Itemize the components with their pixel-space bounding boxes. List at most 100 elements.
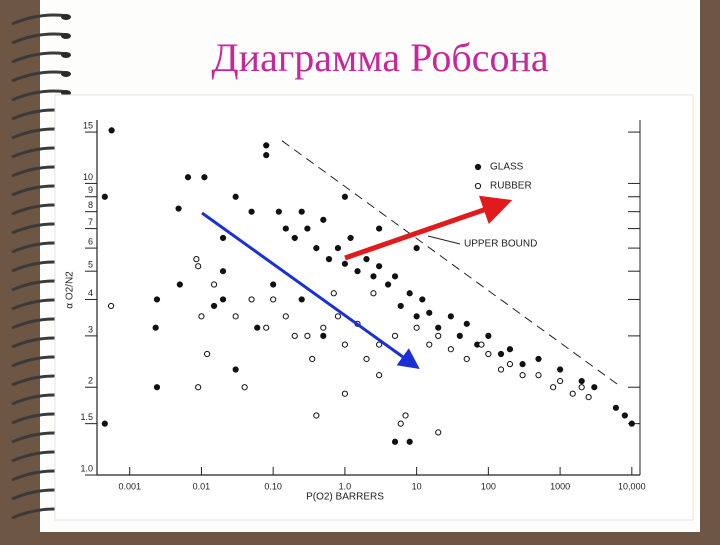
point [506,361,514,368]
point [578,384,585,391]
point [519,372,526,379]
point [198,313,205,320]
y-tick-label: 7 [88,217,93,227]
point [535,355,542,363]
point [556,366,564,373]
x-tick-label: 1000 [550,481,570,491]
point [370,273,377,280]
point [341,341,348,348]
point [210,281,218,288]
x-tick-label: 10,000 [618,481,646,491]
point [447,313,454,320]
point [263,324,270,331]
ring-hole [61,71,71,77]
point [254,324,261,331]
ring-hole [61,52,71,58]
point [497,350,505,358]
blue-arrow [201,211,420,369]
point [219,296,227,303]
point [270,281,277,288]
y-tick-label: 6 [88,236,93,246]
x-tick-label: 0.001 [118,481,141,491]
point [291,332,298,339]
point [263,142,270,149]
x-tick-label: 1.0 [339,481,352,491]
point [232,193,239,200]
point [506,346,514,353]
point [391,438,399,445]
point [426,309,433,316]
point [419,296,426,303]
point [219,268,227,275]
point [426,341,433,348]
point [391,273,399,280]
point [309,355,316,363]
y-tick-label: 10 [83,172,93,182]
point [184,174,192,181]
point [628,420,635,427]
point [291,234,298,242]
point [210,302,218,310]
point [195,263,202,270]
point [463,320,470,327]
y-tick-label: 15 [83,120,93,130]
point [376,263,383,270]
point [341,390,348,397]
point [330,290,337,297]
point [585,393,592,401]
point [485,350,492,358]
y-tick-label: 8 [88,200,93,210]
x-tick-label: 10 [412,481,422,491]
point [313,245,320,252]
legend-marker [474,163,482,171]
point [248,208,255,215]
point [397,302,404,310]
y-tick-label: 1.0 [80,463,93,473]
point [456,332,463,339]
point [263,152,270,159]
point [435,429,442,436]
y-axis-label: α O2/N2 [65,271,76,309]
x-tick-label: 0.01 [193,481,211,491]
y-tick-label: 4 [88,288,93,298]
point [313,412,320,419]
point [485,332,492,339]
point [621,412,628,419]
point [298,296,305,303]
point [341,260,348,267]
point [391,332,399,339]
point [497,366,505,373]
point [175,205,182,212]
point [384,281,392,288]
point [535,372,542,379]
point [298,208,305,215]
point [275,208,282,215]
point [591,384,598,391]
point [376,341,383,348]
ring-hole [61,14,71,20]
y-tick-label: 1.5 [80,412,93,422]
x-tick-label: 0.10 [264,481,282,491]
point [363,355,370,363]
point [569,390,576,397]
point [241,384,248,391]
point [478,341,485,348]
y-tick-label: 2 [88,376,93,386]
point [370,290,377,297]
point [320,324,327,331]
upper-bound-line [281,140,620,386]
y-tick-label: 3 [88,324,93,334]
point [397,420,404,427]
point [325,256,333,263]
point [376,372,383,379]
point [347,234,354,242]
point [402,412,409,419]
point [108,127,115,134]
y-tick-label: 5 [88,260,93,270]
ring-hole [61,33,71,39]
point [153,384,161,391]
point [320,216,327,223]
point [334,313,342,320]
point [107,302,115,310]
point [519,361,526,368]
